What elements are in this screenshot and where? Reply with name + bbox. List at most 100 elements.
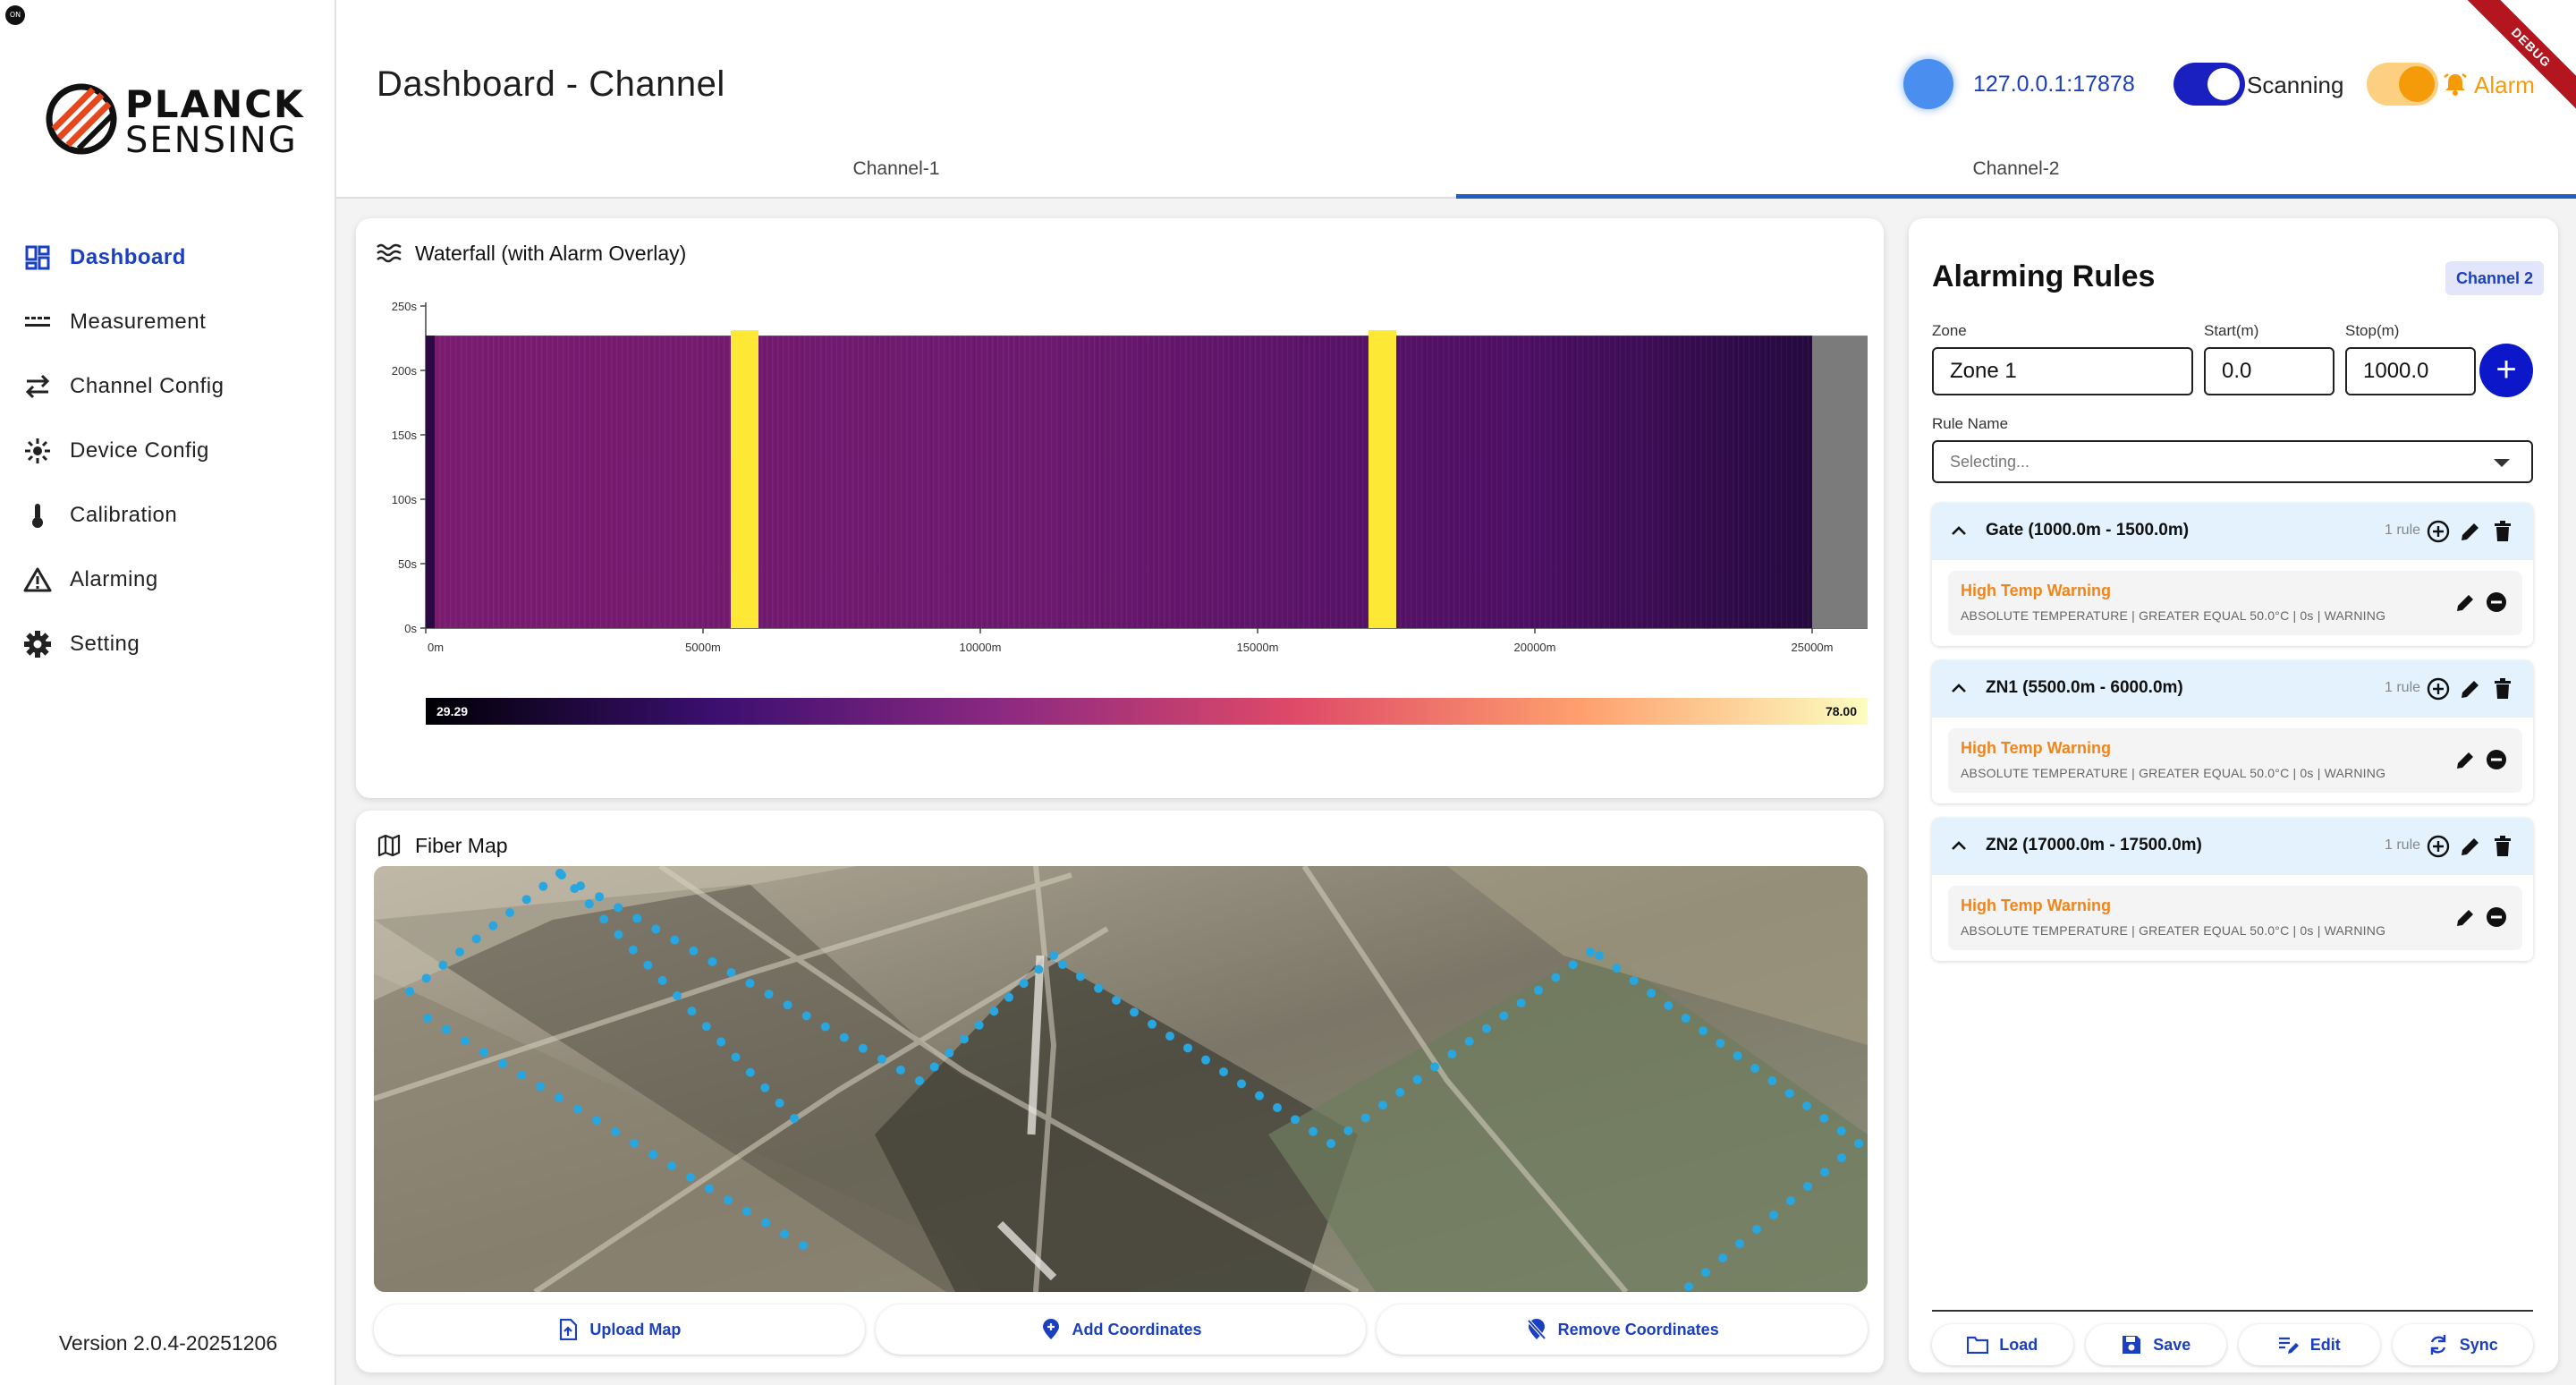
pencil-icon[interactable] bbox=[2454, 591, 2478, 614]
fiber-coordinate-point[interactable] bbox=[1854, 1139, 1863, 1148]
fiber-coordinate-point[interactable] bbox=[929, 1062, 939, 1072]
stop-input[interactable]: 1000.0 bbox=[2345, 347, 2476, 395]
fiber-coordinate-point[interactable] bbox=[915, 1076, 924, 1085]
fiber-coordinate-point[interactable] bbox=[1049, 951, 1058, 960]
chevron-up-icon[interactable] bbox=[1948, 836, 1970, 857]
fiber-coordinate-point[interactable] bbox=[858, 1043, 868, 1053]
fiber-coordinate-point[interactable] bbox=[1326, 1139, 1335, 1148]
zone-input[interactable]: Zone 1 bbox=[1932, 347, 2193, 395]
fiber-coordinate-point[interactable] bbox=[1034, 964, 1044, 974]
upload-map-button[interactable]: Upload Map bbox=[374, 1304, 865, 1355]
chevron-up-icon[interactable] bbox=[1948, 521, 1970, 542]
fiber-coordinate-point[interactable] bbox=[1767, 1076, 1777, 1085]
fiber-coordinate-point[interactable] bbox=[1718, 1253, 1727, 1262]
fiber-coordinate-point[interactable] bbox=[651, 924, 661, 934]
fiber-coordinate-point[interactable] bbox=[423, 1014, 432, 1023]
fiber-coordinate-point[interactable] bbox=[1237, 1079, 1246, 1089]
fiber-coordinate-point[interactable] bbox=[783, 1000, 792, 1010]
fiber-coordinate-point[interactable] bbox=[1395, 1087, 1405, 1097]
fiber-coordinate-point[interactable] bbox=[745, 1067, 755, 1077]
fiber-coordinate-point[interactable] bbox=[1681, 1014, 1690, 1023]
fiber-coordinate-point[interactable] bbox=[705, 1184, 714, 1194]
rule-item[interactable]: High Temp Warning ABSOLUTE TEMPERATURE |… bbox=[1948, 728, 2522, 793]
fiber-coordinate-point[interactable] bbox=[538, 881, 548, 891]
fiber-coordinate-point[interactable] bbox=[775, 1098, 784, 1108]
fiber-coordinate-point[interactable] bbox=[1819, 1114, 1829, 1123]
fiber-coordinate-point[interactable] bbox=[742, 1206, 751, 1216]
edit-button[interactable]: Edit bbox=[2239, 1324, 2380, 1365]
fiber-coordinate-point[interactable] bbox=[716, 1037, 726, 1047]
rule-name-select[interactable]: Selecting... bbox=[1932, 440, 2533, 483]
add-coordinates-button[interactable]: Add Coordinates bbox=[875, 1304, 1367, 1355]
fiber-coordinate-point[interactable] bbox=[1019, 979, 1029, 989]
fiber-coordinate-point[interactable] bbox=[1183, 1043, 1192, 1053]
fiber-coordinate-point[interactable] bbox=[1309, 1126, 1318, 1136]
fiber-coordinate-point[interactable] bbox=[780, 1229, 789, 1239]
alarm-toggle[interactable] bbox=[2367, 63, 2438, 106]
add-circle-icon[interactable] bbox=[2426, 676, 2451, 701]
fiber-coordinate-point[interactable] bbox=[536, 1082, 545, 1092]
fiber-coordinate-point[interactable] bbox=[592, 1116, 601, 1126]
sidebar-item-measurement[interactable]: Measurement bbox=[0, 290, 336, 354]
fiber-coordinate-point[interactable] bbox=[1482, 1024, 1491, 1033]
fiber-coordinate-point[interactable] bbox=[1130, 1007, 1139, 1017]
fiber-coordinate-point[interactable] bbox=[614, 930, 623, 939]
fiber-coordinate-point[interactable] bbox=[1733, 1051, 1742, 1060]
start-input[interactable]: 0.0 bbox=[2204, 347, 2334, 395]
fiber-coordinate-point[interactable] bbox=[611, 1127, 620, 1136]
fiber-coordinate-point[interactable] bbox=[1058, 960, 1067, 969]
pencil-icon[interactable] bbox=[2458, 519, 2483, 544]
tab-channel-2[interactable]: Channel-2 bbox=[1456, 140, 2576, 200]
alarm-overlay-band[interactable] bbox=[1368, 330, 1396, 628]
sidebar-item-channel-config[interactable]: Channel Config bbox=[0, 354, 336, 419]
fiber-coordinate-point[interactable] bbox=[1735, 1239, 1744, 1248]
tab-channel-1[interactable]: Channel-1 bbox=[852, 158, 940, 179]
pencil-icon[interactable] bbox=[2458, 834, 2483, 859]
fiber-coordinate-point[interactable] bbox=[1684, 1282, 1693, 1291]
sidebar-item-device-config[interactable]: Device Config bbox=[0, 419, 336, 483]
chevron-up-icon[interactable] bbox=[1948, 678, 1970, 700]
fiber-coordinate-point[interactable] bbox=[1291, 1115, 1300, 1125]
fiber-coordinate-point[interactable] bbox=[801, 1011, 811, 1021]
fiber-coordinate-point[interactable] bbox=[724, 1195, 733, 1205]
fiber-map-view[interactable] bbox=[374, 866, 1868, 1292]
fiber-coordinate-point[interactable] bbox=[839, 1032, 849, 1042]
fiber-coordinate-point[interactable] bbox=[1551, 973, 1561, 982]
fiber-coordinate-point[interactable] bbox=[455, 947, 464, 956]
remove-coordinates-button[interactable]: Remove Coordinates bbox=[1377, 1304, 1868, 1355]
fiber-coordinate-point[interactable] bbox=[1716, 1039, 1725, 1048]
fiber-coordinate-point[interactable] bbox=[517, 1070, 526, 1080]
remove-circle-icon[interactable] bbox=[2485, 748, 2508, 771]
fiber-coordinate-point[interactable] bbox=[1343, 1126, 1353, 1135]
pencil-icon[interactable] bbox=[2454, 748, 2478, 771]
fiber-coordinate-point[interactable] bbox=[1769, 1211, 1778, 1219]
fiber-coordinate-point[interactable] bbox=[989, 1007, 999, 1016]
fiber-coordinate-point[interactable] bbox=[745, 979, 755, 989]
fiber-coordinate-point[interactable] bbox=[599, 914, 609, 924]
sync-button[interactable]: Sync bbox=[2392, 1324, 2533, 1365]
pencil-icon[interactable] bbox=[2458, 676, 2483, 701]
fiber-coordinate-point[interactable] bbox=[1701, 1268, 1710, 1277]
fiber-coordinate-point[interactable] bbox=[1752, 1225, 1761, 1234]
rule-item[interactable]: High Temp Warning ABSOLUTE TEMPERATURE |… bbox=[1948, 571, 2522, 635]
fiber-coordinate-point[interactable] bbox=[1219, 1067, 1228, 1076]
fiber-coordinate-point[interactable] bbox=[1430, 1062, 1439, 1072]
fiber-coordinate-point[interactable] bbox=[1360, 1113, 1370, 1123]
fiber-coordinate-point[interactable] bbox=[761, 1218, 770, 1228]
fiber-coordinate-point[interactable] bbox=[1699, 1026, 1707, 1035]
fiber-coordinate-point[interactable] bbox=[1664, 1001, 1674, 1010]
fiber-coordinate-point[interactable] bbox=[1612, 964, 1622, 973]
fiber-coordinate-point[interactable] bbox=[498, 1058, 507, 1068]
fiber-coordinate-point[interactable] bbox=[1534, 985, 1543, 995]
sidebar-item-alarming[interactable]: Alarming bbox=[0, 548, 336, 612]
fiber-coordinate-point[interactable] bbox=[438, 960, 448, 970]
fiber-coordinate-point[interactable] bbox=[584, 899, 594, 909]
fiber-coordinate-point[interactable] bbox=[686, 1172, 695, 1182]
fiber-coordinate-point[interactable] bbox=[1165, 1032, 1174, 1041]
trash-icon[interactable] bbox=[2490, 834, 2515, 859]
alarm-overlay-band[interactable] bbox=[731, 330, 758, 628]
fiber-coordinate-point[interactable] bbox=[595, 892, 605, 902]
fiber-coordinate-point[interactable] bbox=[557, 871, 566, 879]
fiber-coordinate-point[interactable] bbox=[1076, 972, 1085, 981]
fiber-coordinate-point[interactable] bbox=[421, 973, 431, 983]
